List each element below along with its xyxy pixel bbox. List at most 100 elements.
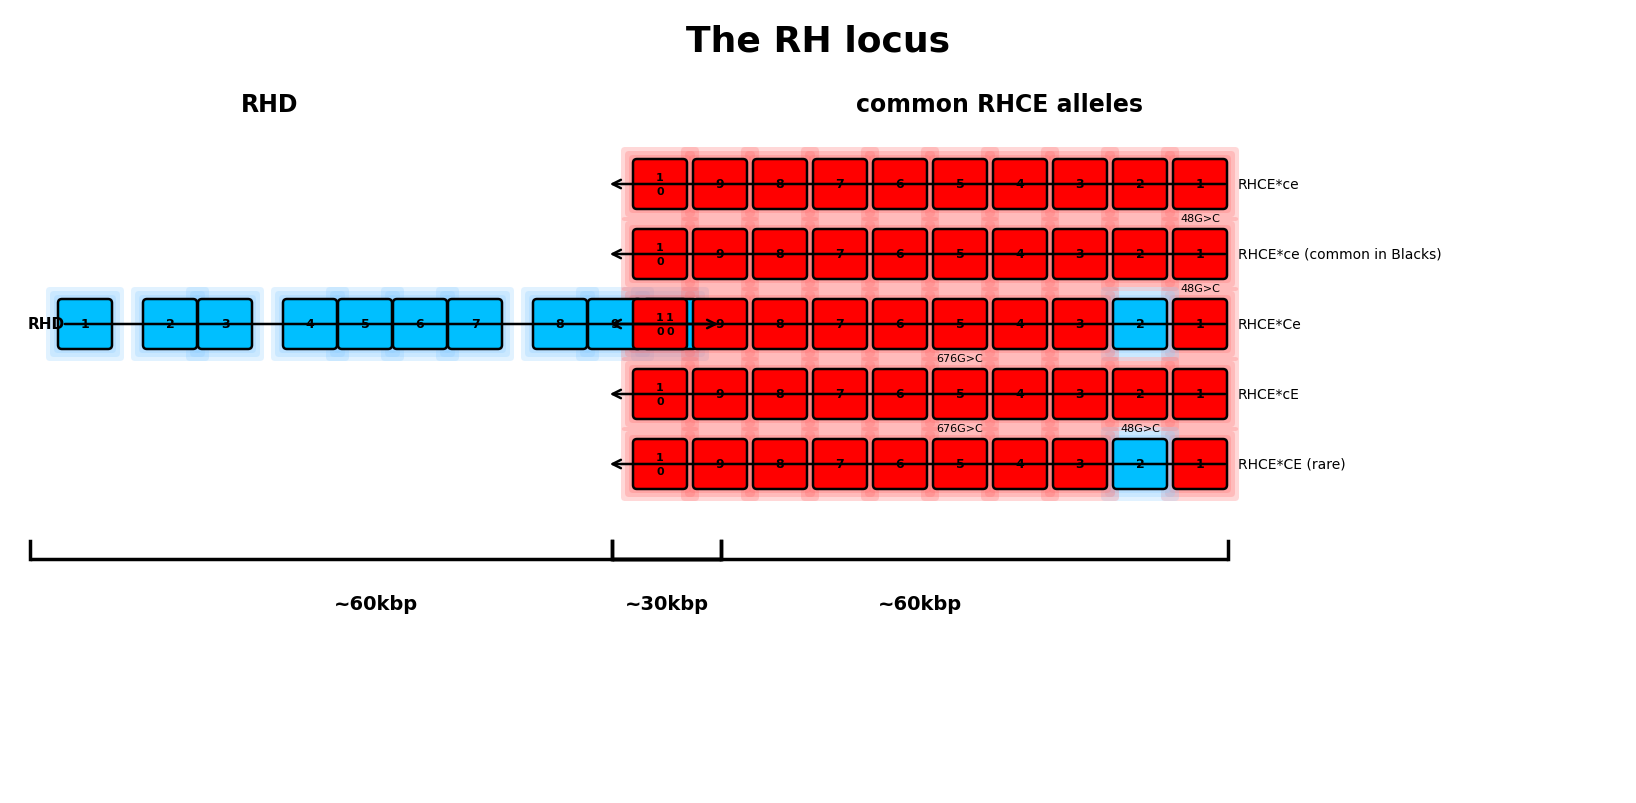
Text: 5: 5 [955, 388, 964, 401]
FancyBboxPatch shape [1054, 369, 1108, 419]
Text: 3: 3 [1076, 388, 1085, 401]
FancyBboxPatch shape [131, 287, 209, 361]
FancyBboxPatch shape [982, 287, 1058, 361]
FancyBboxPatch shape [990, 365, 1050, 423]
Text: 2: 2 [1135, 458, 1144, 471]
FancyBboxPatch shape [635, 291, 705, 357]
FancyBboxPatch shape [741, 287, 820, 361]
Text: 4: 4 [1016, 318, 1024, 331]
FancyBboxPatch shape [1170, 365, 1230, 423]
FancyBboxPatch shape [389, 296, 452, 353]
FancyBboxPatch shape [1054, 300, 1108, 349]
FancyBboxPatch shape [1054, 160, 1108, 210]
Text: 1: 1 [656, 452, 664, 463]
FancyBboxPatch shape [1040, 427, 1119, 501]
Text: 7: 7 [836, 178, 844, 191]
FancyBboxPatch shape [587, 300, 641, 349]
FancyBboxPatch shape [1101, 287, 1180, 361]
FancyBboxPatch shape [1104, 431, 1175, 497]
FancyBboxPatch shape [1109, 156, 1171, 214]
FancyBboxPatch shape [628, 226, 690, 283]
FancyBboxPatch shape [437, 287, 514, 361]
FancyBboxPatch shape [990, 296, 1050, 353]
Text: ~60kbp: ~60kbp [879, 594, 962, 613]
Text: 6: 6 [895, 458, 905, 471]
FancyBboxPatch shape [933, 160, 987, 210]
FancyBboxPatch shape [1101, 218, 1180, 291]
FancyBboxPatch shape [933, 369, 987, 419]
FancyBboxPatch shape [865, 361, 936, 427]
FancyBboxPatch shape [933, 300, 987, 349]
FancyBboxPatch shape [869, 296, 931, 353]
Text: 3: 3 [1076, 178, 1085, 191]
FancyBboxPatch shape [1112, 160, 1166, 210]
FancyBboxPatch shape [628, 435, 690, 493]
FancyBboxPatch shape [802, 287, 879, 361]
Text: 8: 8 [775, 178, 784, 191]
FancyBboxPatch shape [753, 439, 807, 489]
Text: 1: 1 [656, 382, 664, 393]
FancyBboxPatch shape [1104, 152, 1175, 218]
FancyBboxPatch shape [929, 435, 991, 493]
Text: 9: 9 [715, 248, 725, 261]
Text: 0: 0 [666, 327, 674, 336]
FancyBboxPatch shape [813, 439, 867, 489]
FancyBboxPatch shape [1173, 369, 1227, 419]
FancyBboxPatch shape [136, 291, 204, 357]
FancyBboxPatch shape [628, 296, 690, 353]
FancyBboxPatch shape [681, 218, 759, 291]
FancyBboxPatch shape [1109, 296, 1171, 353]
FancyBboxPatch shape [813, 230, 867, 279]
FancyBboxPatch shape [689, 435, 751, 493]
FancyBboxPatch shape [808, 296, 870, 353]
FancyBboxPatch shape [805, 361, 875, 427]
FancyBboxPatch shape [753, 369, 807, 419]
Text: RHCE*cE: RHCE*cE [1238, 388, 1301, 402]
Text: RHCE*ce (common in Blacks): RHCE*ce (common in Blacks) [1238, 247, 1441, 262]
FancyBboxPatch shape [861, 357, 939, 431]
FancyBboxPatch shape [195, 296, 255, 353]
FancyBboxPatch shape [749, 156, 811, 214]
Text: 2: 2 [1135, 318, 1144, 331]
FancyBboxPatch shape [749, 296, 811, 353]
FancyBboxPatch shape [753, 230, 807, 279]
FancyBboxPatch shape [924, 361, 995, 427]
Text: 1: 1 [1196, 318, 1204, 331]
Text: 9: 9 [715, 388, 725, 401]
FancyBboxPatch shape [808, 435, 870, 493]
FancyBboxPatch shape [933, 439, 987, 489]
FancyBboxPatch shape [1165, 361, 1235, 427]
FancyBboxPatch shape [869, 435, 931, 493]
FancyBboxPatch shape [993, 230, 1047, 279]
FancyBboxPatch shape [330, 291, 399, 357]
FancyBboxPatch shape [805, 291, 875, 357]
FancyBboxPatch shape [681, 287, 759, 361]
FancyBboxPatch shape [440, 291, 510, 357]
Text: 6: 6 [895, 248, 905, 261]
Text: RHD: RHD [28, 317, 65, 332]
Text: 1: 1 [666, 312, 674, 323]
Text: 5: 5 [955, 318, 964, 331]
FancyBboxPatch shape [813, 369, 867, 419]
FancyBboxPatch shape [808, 156, 870, 214]
FancyBboxPatch shape [741, 148, 820, 222]
Text: 676G>C: 676G>C [937, 423, 983, 434]
Text: 48G>C: 48G>C [1121, 423, 1160, 434]
FancyBboxPatch shape [622, 357, 699, 431]
Text: 6: 6 [895, 318, 905, 331]
Text: 4: 4 [1016, 248, 1024, 261]
FancyBboxPatch shape [142, 300, 196, 349]
FancyBboxPatch shape [1040, 357, 1119, 431]
FancyBboxPatch shape [139, 296, 201, 353]
FancyBboxPatch shape [283, 300, 337, 349]
FancyBboxPatch shape [1162, 218, 1238, 291]
FancyBboxPatch shape [339, 300, 393, 349]
FancyBboxPatch shape [689, 296, 751, 353]
FancyBboxPatch shape [982, 148, 1058, 222]
FancyBboxPatch shape [869, 156, 931, 214]
FancyBboxPatch shape [381, 287, 460, 361]
FancyBboxPatch shape [1173, 300, 1227, 349]
FancyBboxPatch shape [924, 291, 995, 357]
FancyBboxPatch shape [744, 361, 815, 427]
Text: common RHCE alleles: common RHCE alleles [857, 93, 1144, 117]
